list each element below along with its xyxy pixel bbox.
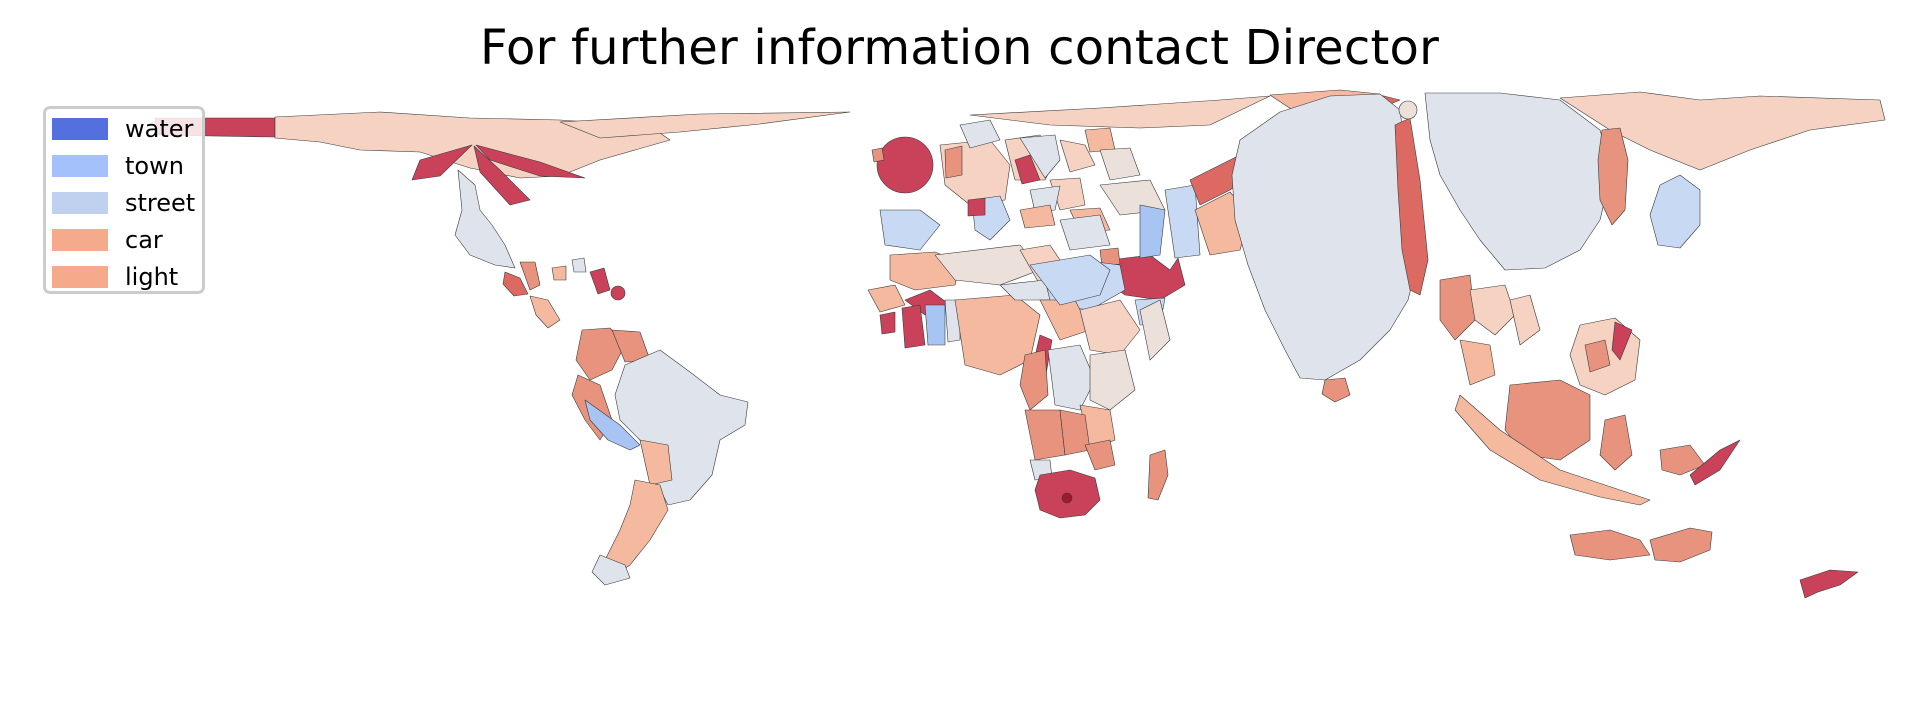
- region-uk[interactable]: [876, 136, 934, 194]
- region-iran[interactable]: [1164, 184, 1201, 259]
- legend-swatch-light: [52, 266, 108, 288]
- region-sudan[interactable]: [1029, 254, 1111, 306]
- region-austria[interactable]: [967, 197, 986, 217]
- region-malaysia[interactable]: [1459, 339, 1496, 386]
- region-nepal[interactable]: [1398, 100, 1418, 120]
- region-ivory-coast[interactable]: [924, 304, 946, 346]
- region-pakistan[interactable]: [1394, 117, 1429, 296]
- region-indonesia-east[interactable]: [1599, 414, 1633, 471]
- region-turkey[interactable]: [1059, 214, 1111, 251]
- region-kuwait[interactable]: [1099, 247, 1121, 267]
- region-siberia[interactable]: [969, 95, 1271, 129]
- region-morocco[interactable]: [879, 209, 941, 251]
- region-central-america-3[interactable]: [529, 295, 561, 329]
- region-bolivia[interactable]: [639, 439, 673, 486]
- region-new-zealand[interactable]: [1799, 569, 1859, 599]
- region-korea[interactable]: [1597, 127, 1629, 226]
- region-us-fan-right[interactable]: [475, 144, 586, 179]
- region-caribbean-3[interactable]: [551, 265, 567, 281]
- region-australia-east[interactable]: [1649, 527, 1713, 563]
- legend-label-light: light: [125, 263, 179, 291]
- region-east-europe-2[interactable]: [1099, 147, 1141, 181]
- legend-item-town: town: [52, 152, 184, 180]
- legend-item-water: water: [52, 115, 194, 143]
- region-indonesia-west[interactable]: [1504, 379, 1591, 461]
- legend-item-car: car: [52, 226, 163, 254]
- region-philippines-red[interactable]: [1611, 321, 1633, 361]
- region-japan[interactable]: [1649, 174, 1701, 249]
- region-brazil[interactable]: [614, 349, 749, 506]
- region-italy[interactable]: [1019, 134, 1061, 179]
- region-guinea[interactable]: [879, 311, 896, 335]
- region-czech[interactable]: [1029, 185, 1061, 213]
- legend-label-water: water: [125, 115, 194, 143]
- region-hungary[interactable]: [1019, 204, 1056, 229]
- legend-swatch-town: [52, 155, 108, 177]
- legend-swatch-water: [52, 118, 108, 140]
- region-ethiopia[interactable]: [1079, 299, 1141, 356]
- region-lesotho[interactable]: [1061, 492, 1073, 504]
- region-australia-west[interactable]: [1569, 529, 1651, 561]
- region-central-america-1[interactable]: [502, 271, 529, 297]
- region-solomon[interactable]: [1689, 439, 1741, 486]
- region-indonesia-chain[interactable]: [1454, 394, 1651, 506]
- legend-label-street: street: [125, 189, 196, 217]
- region-kenya[interactable]: [1089, 349, 1136, 411]
- region-india[interactable]: [1231, 93, 1421, 381]
- region-caribbean-2[interactable]: [610, 285, 626, 301]
- region-sri-lanka[interactable]: [1321, 377, 1351, 403]
- region-philippines-inner[interactable]: [1584, 339, 1611, 373]
- legend-item-light: light: [52, 263, 179, 291]
- region-ireland[interactable]: [871, 147, 885, 163]
- region-somalia[interactable]: [1139, 299, 1171, 361]
- region-china[interactable]: [1424, 92, 1613, 271]
- legend-label-town: town: [125, 152, 184, 180]
- legend-label-car: car: [125, 226, 163, 254]
- region-east-europe-1[interactable]: [1084, 127, 1116, 153]
- region-algeria[interactable]: [934, 244, 1041, 286]
- legend-item-street: street: [52, 189, 196, 217]
- region-zambia[interactable]: [1059, 409, 1091, 456]
- region-vietnam[interactable]: [1509, 294, 1541, 346]
- region-gabon[interactable]: [1019, 349, 1049, 411]
- region-chile-strip[interactable]: [584, 399, 641, 451]
- region-drc[interactable]: [1047, 344, 1096, 411]
- region-sierra-leone[interactable]: [901, 304, 926, 349]
- region-madagascar[interactable]: [1147, 449, 1169, 501]
- region-mongolia[interactable]: [1559, 91, 1886, 171]
- region-mexico[interactable]: [454, 169, 516, 269]
- region-greenland-strip[interactable]: [559, 111, 851, 139]
- region-caribbean-4[interactable]: [571, 257, 587, 273]
- legend-swatch-street: [52, 192, 108, 214]
- region-iraq[interactable]: [1139, 204, 1166, 259]
- map-legend: water town street car light: [43, 106, 205, 294]
- region-central-america-2[interactable]: [519, 261, 541, 291]
- region-poland[interactable]: [1059, 139, 1096, 173]
- region-patagonia[interactable]: [591, 554, 631, 586]
- region-us-fan-left[interactable]: [411, 144, 473, 181]
- region-us-fan-center[interactable]: [473, 145, 531, 206]
- region-angola[interactable]: [1024, 409, 1066, 461]
- region-colombia[interactable]: [575, 327, 626, 381]
- map-title: For further information contact Director: [479, 20, 1440, 76]
- region-myanmar[interactable]: [1439, 274, 1476, 341]
- legend-swatch-car: [52, 229, 108, 251]
- region-senegal[interactable]: [867, 284, 906, 313]
- region-switzerland[interactable]: [1014, 154, 1041, 185]
- region-belgium[interactable]: [944, 145, 963, 179]
- region-thailand[interactable]: [1469, 284, 1516, 336]
- region-png[interactable]: [1659, 444, 1706, 476]
- region-caribbean-1[interactable]: [589, 267, 611, 295]
- region-mozambique[interactable]: [1084, 439, 1116, 471]
- region-scandinavia[interactable]: [959, 119, 1001, 149]
